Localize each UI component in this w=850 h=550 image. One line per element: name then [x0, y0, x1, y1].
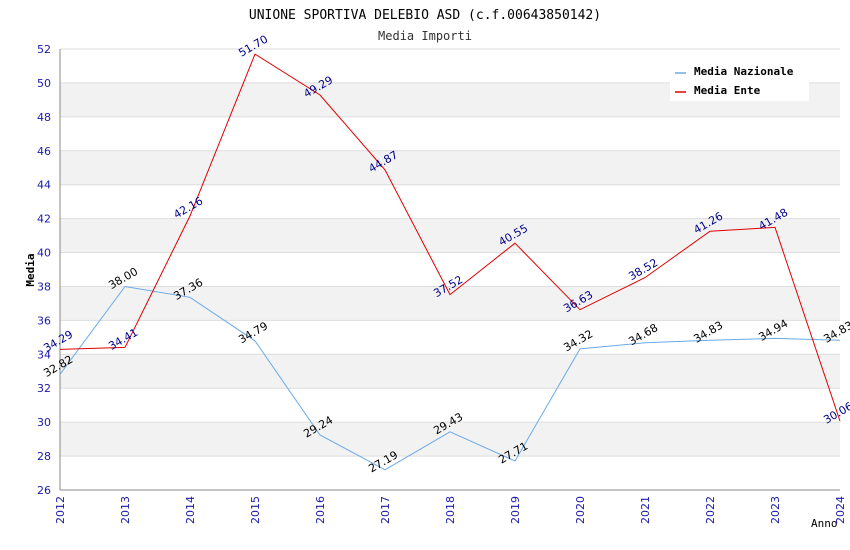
y-tick-label: 36 [37, 314, 51, 327]
legend-label-media-nazionale: Media Nazionale [694, 65, 794, 78]
series-line-media-nazionale [59, 285, 841, 471]
x-tick-label: 2016 [314, 496, 327, 524]
x-tick-label: 2023 [769, 496, 782, 524]
x-tick-label: 2020 [574, 496, 587, 524]
data-label: 34.32 [561, 327, 595, 354]
chart-title: UNIONE SPORTIVA DELEBIO ASD (c.f.0064385… [249, 8, 601, 23]
y-axis-ticks: 26 28 30 32 34 36 38 40 42 44 46 48 50 52 [37, 43, 51, 497]
y-tick-label: 32 [37, 382, 51, 395]
data-label: 34.83 [821, 319, 850, 346]
series-lines [59, 53, 841, 471]
data-label: 34.83 [691, 319, 725, 346]
x-tick-label: 2021 [639, 496, 652, 524]
x-tick-label: 2013 [119, 496, 132, 524]
x-tick-label: 2022 [704, 496, 717, 524]
x-tick-label: 2015 [249, 496, 262, 524]
x-tick-label: 2012 [54, 496, 67, 524]
x-tick-label: 2017 [379, 496, 392, 524]
chart-subtitle: Media Importi [378, 29, 472, 43]
data-label: 38.52 [626, 256, 660, 283]
y-tick-label: 34 [37, 348, 51, 361]
y-tick-label: 40 [37, 247, 51, 260]
data-label: 34.68 [626, 321, 660, 348]
x-tick-label: 2019 [509, 496, 522, 524]
y-tick-label: 42 [37, 213, 51, 226]
grid-bands [60, 82, 840, 457]
y-tick-label: 48 [37, 111, 51, 124]
legend-box [670, 58, 809, 101]
grid-band [60, 218, 840, 253]
x-tick-label: 2024 [834, 496, 847, 524]
grid-band [60, 354, 840, 389]
grid-band [60, 150, 840, 185]
y-tick-label: 50 [37, 77, 51, 90]
y-tick-label: 38 [37, 280, 51, 293]
axes [59, 49, 840, 491]
data-label: 34.79 [236, 319, 270, 346]
legend-label-media-ente: Media Ente [694, 84, 761, 97]
y-tick-label: 46 [37, 145, 51, 158]
y-tick-label: 28 [37, 450, 51, 463]
y-tick-label: 52 [37, 43, 51, 56]
grid-band [60, 286, 840, 321]
y-tick-label: 44 [37, 179, 51, 192]
x-axis-ticks: 2012 2013 2014 2015 2016 2017 2018 2019 2020 2021… [54, 496, 847, 524]
grid-band [60, 422, 840, 457]
data-label: 51.70 [236, 33, 270, 60]
y-tick-label: 26 [37, 484, 51, 497]
data-label: 42.16 [171, 194, 205, 221]
data-label: 34.41 [106, 326, 140, 353]
y-axis-label: Media [24, 253, 37, 286]
x-tick-label: 2014 [184, 496, 197, 524]
legend: Media Nazionale Media Ente [670, 58, 809, 101]
y-tick-label: 30 [37, 416, 51, 429]
data-label: 34.29 [41, 328, 75, 355]
x-axis-label: Anno [811, 517, 838, 530]
x-tick-label: 2018 [444, 496, 457, 524]
series-line-media-ente [59, 53, 841, 422]
